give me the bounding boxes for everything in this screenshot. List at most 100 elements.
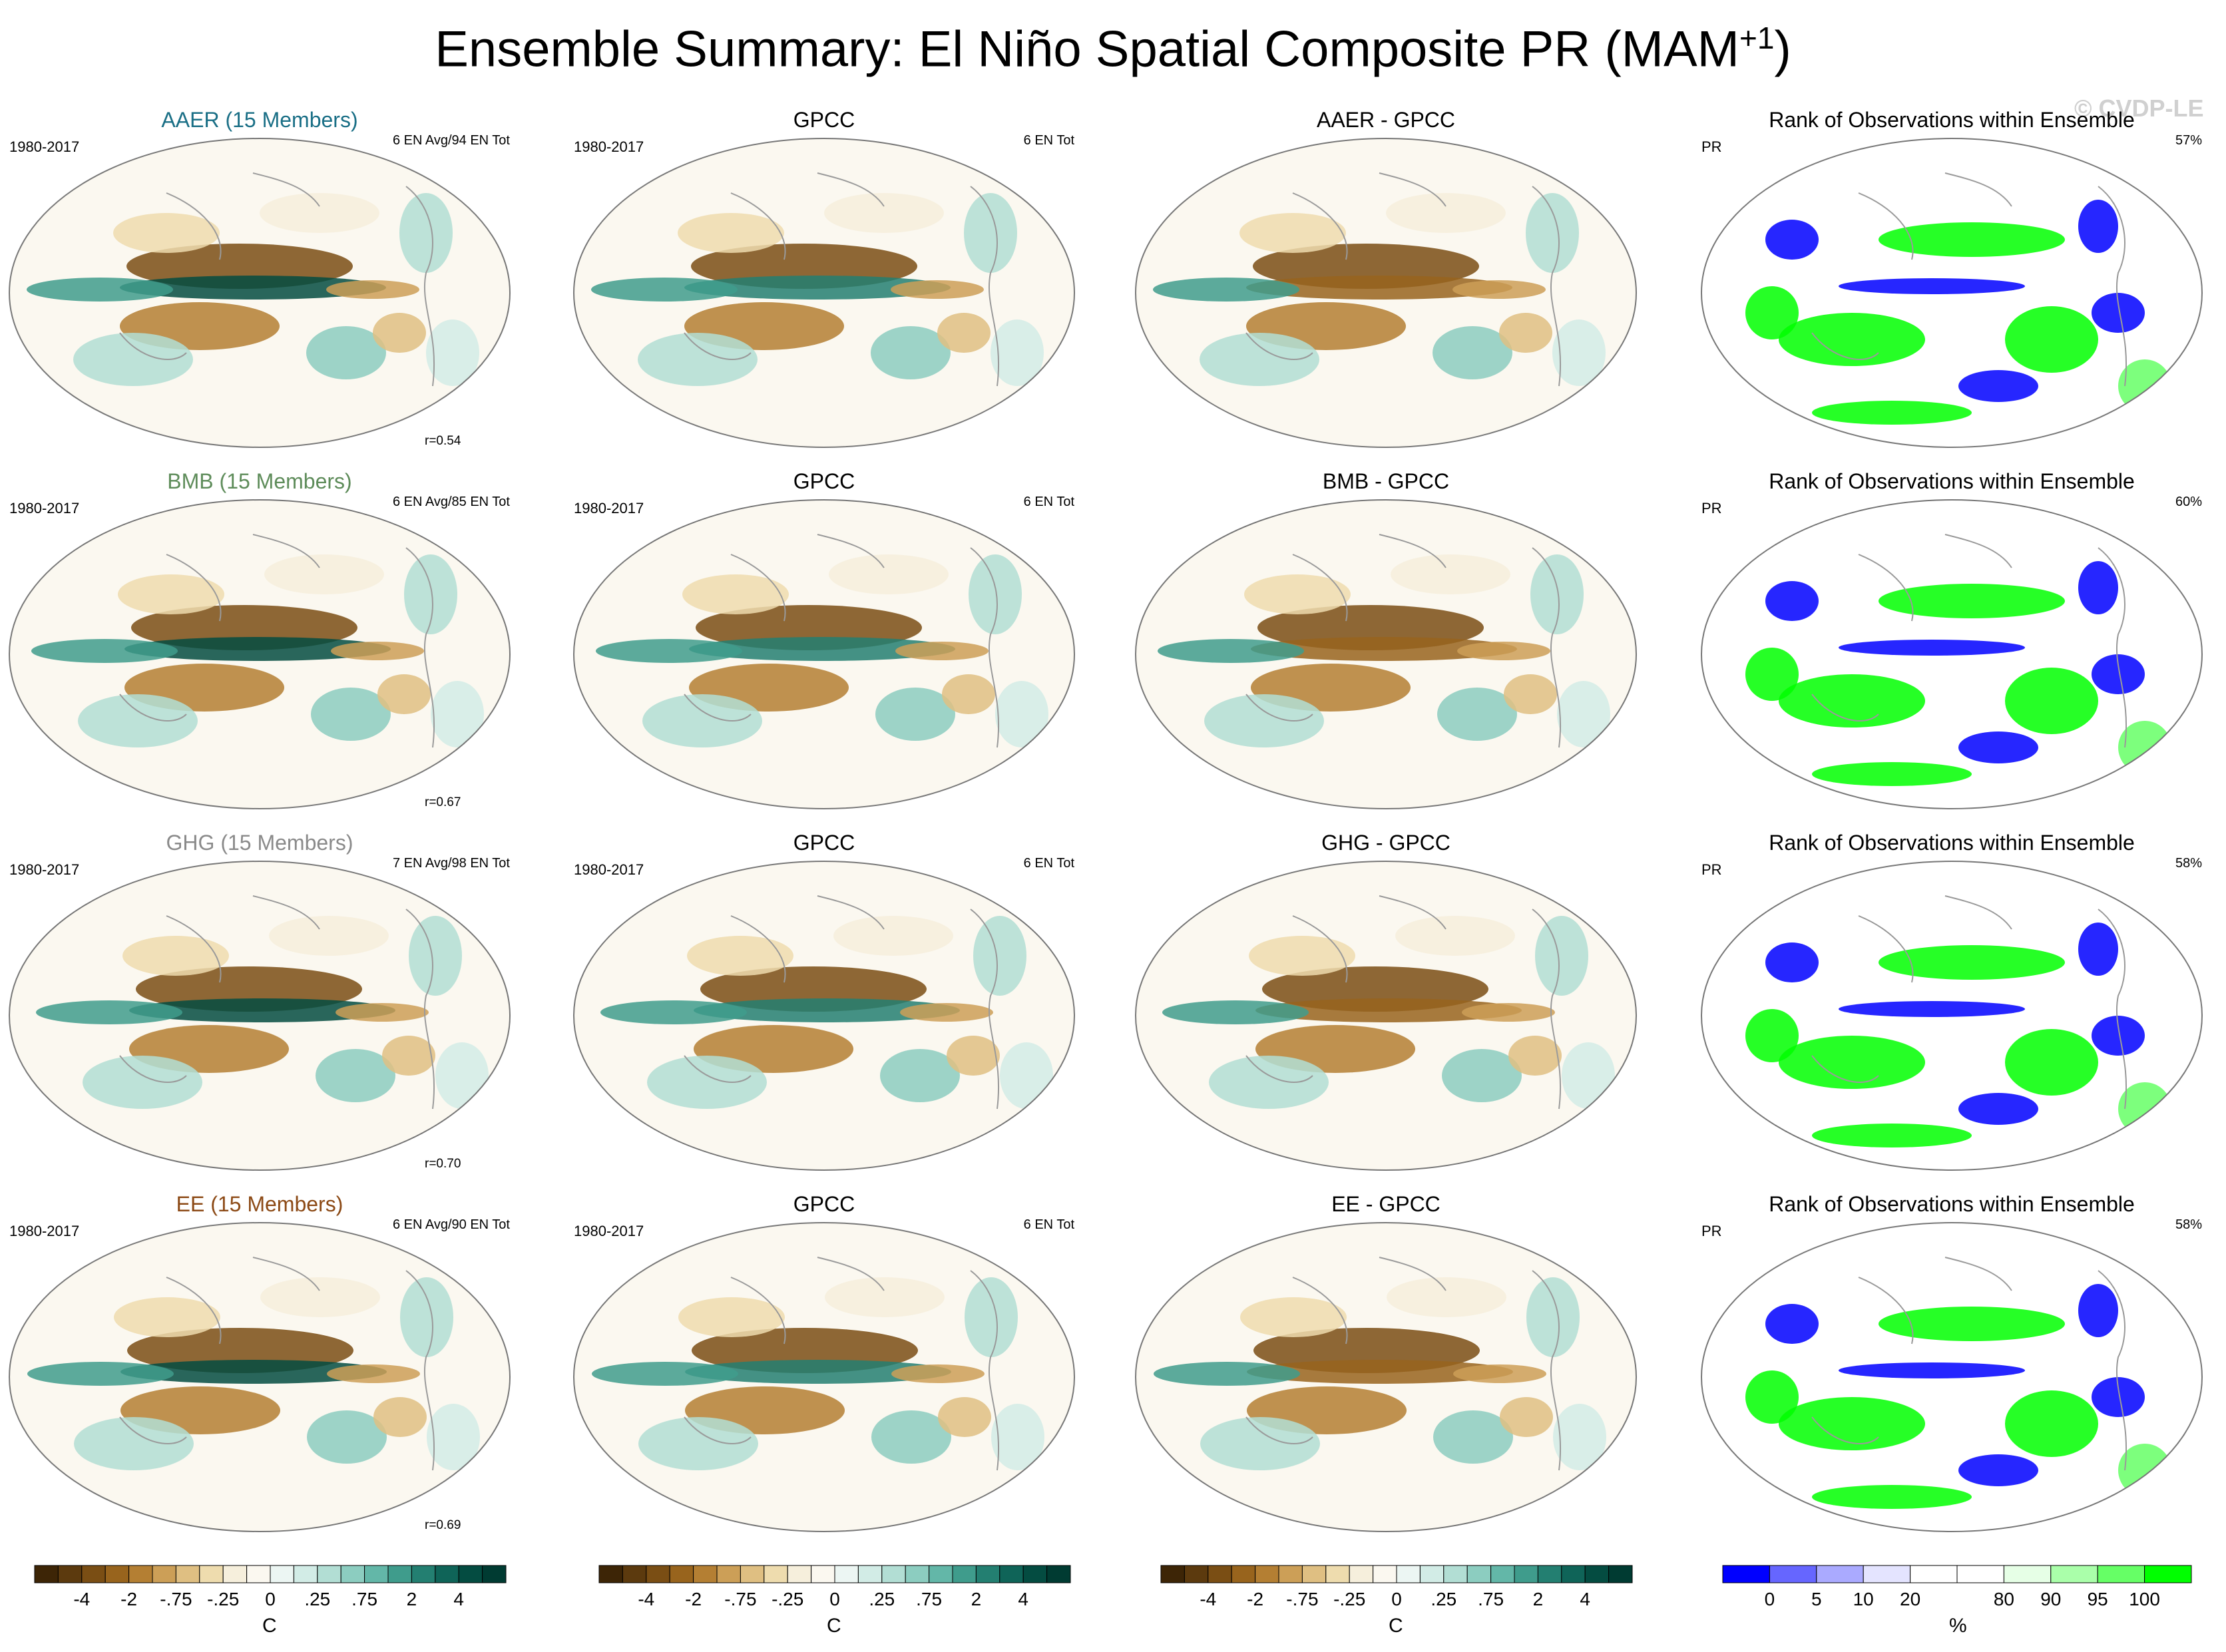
map-field-blob bbox=[685, 1360, 951, 1384]
panel-title: BMB - GPCC bbox=[1322, 469, 1450, 493]
colorbar-swatch bbox=[1956, 1565, 2004, 1583]
map-field-blob bbox=[1437, 688, 1517, 741]
colorbar-tick-label: 100 bbox=[2129, 1589, 2160, 1609]
colorbar-tick-label: 2 bbox=[407, 1589, 417, 1609]
map-field-blob bbox=[307, 1410, 387, 1464]
map-field-blob bbox=[306, 326, 386, 379]
map-panel-rank: Rank of Observations within Ensemble PR 57… bbox=[1692, 106, 2211, 453]
coastline bbox=[119, 172, 435, 387]
map-field-blob bbox=[83, 1056, 202, 1109]
colorbar-tick-label: 90 bbox=[2040, 1589, 2061, 1609]
map-border bbox=[9, 138, 511, 448]
map-field-blob bbox=[404, 554, 457, 634]
map-field-blob bbox=[973, 916, 1026, 996]
colorbar-swatch bbox=[1022, 1565, 1048, 1583]
map-field-blob bbox=[2092, 654, 2145, 694]
period-label: 1980-2017 bbox=[574, 1223, 644, 1239]
map-field-blob bbox=[829, 554, 949, 594]
map-field-blob bbox=[1812, 1485, 1972, 1509]
composite-map bbox=[9, 138, 511, 448]
map-field-blob bbox=[2092, 1377, 2145, 1417]
map-field-blob bbox=[1499, 313, 1552, 353]
map-field-blob bbox=[1765, 942, 1819, 982]
colorbar-swatch bbox=[1816, 1565, 1864, 1583]
map-field-blob bbox=[316, 1049, 395, 1102]
colorbar-swatch bbox=[857, 1565, 883, 1583]
map-border bbox=[573, 499, 1075, 809]
map-field-blob bbox=[1395, 916, 1515, 956]
map-field-blob bbox=[427, 1404, 480, 1470]
map-field-blob bbox=[895, 642, 989, 660]
colorbar-swatch bbox=[1608, 1565, 1633, 1583]
map-panel-rank: Rank of Observations within Ensemble PR 58… bbox=[1692, 829, 2211, 1175]
map-field-blob bbox=[1200, 333, 1319, 386]
map-field-blob bbox=[129, 998, 395, 1022]
map-border bbox=[9, 1222, 511, 1532]
event-count-label: 7 EN Avg/98 EN Tot bbox=[392, 856, 510, 871]
main-title-superscript: +1 bbox=[1739, 21, 1775, 55]
period-label: 1980-2017 bbox=[9, 861, 80, 878]
colorbar-swatch bbox=[199, 1565, 224, 1583]
map-field-blob bbox=[73, 333, 193, 386]
colorbar-tick-label: 2 bbox=[1533, 1589, 1544, 1609]
map-field-blob bbox=[1530, 554, 1584, 634]
map-field-blob bbox=[592, 1362, 738, 1386]
colorbar-swatch bbox=[669, 1565, 694, 1583]
colorbar-tick-label: .75 bbox=[1478, 1589, 1504, 1609]
colorbar-swatch bbox=[246, 1565, 271, 1583]
coastline bbox=[684, 895, 1000, 1110]
colorbar-swatch bbox=[152, 1565, 176, 1583]
map-field-blob bbox=[124, 637, 391, 661]
map-field-blob bbox=[871, 1410, 951, 1464]
map-border bbox=[1135, 499, 1637, 809]
coastline bbox=[119, 534, 435, 748]
panel-title: GPCC bbox=[793, 1192, 855, 1216]
map-field-blob bbox=[1552, 319, 1606, 386]
map-field-blob bbox=[900, 1003, 993, 1022]
colorbar-swatch bbox=[1231, 1565, 1256, 1583]
map-field-blob bbox=[2092, 293, 2145, 333]
period-label: 1980-2017 bbox=[9, 500, 80, 516]
map-border bbox=[1701, 499, 2203, 809]
colorbar-tick-label: 0 bbox=[1765, 1589, 1775, 1609]
colorbar-swatch bbox=[482, 1565, 507, 1583]
map-field-blob bbox=[1200, 1417, 1320, 1470]
colorbar-swatch bbox=[293, 1565, 318, 1583]
map-field-blob bbox=[965, 1277, 1018, 1357]
map-field-blob bbox=[638, 333, 758, 386]
map-field-blob bbox=[269, 916, 389, 956]
map-field-blob bbox=[995, 681, 1048, 747]
map-field-blob bbox=[1812, 1124, 1972, 1147]
map-field-blob bbox=[1839, 640, 2025, 656]
map-field-blob bbox=[400, 1277, 453, 1357]
panel-title: Rank of Observations within Ensemble bbox=[1769, 1192, 2135, 1216]
colorbar-swatch bbox=[1490, 1565, 1515, 1583]
colorbar-swatch bbox=[317, 1565, 341, 1583]
map-field-blob bbox=[1839, 278, 2025, 294]
colorbar-swatch bbox=[1278, 1565, 1303, 1583]
colorbar-swatch bbox=[105, 1565, 130, 1583]
colorbar-swatch bbox=[929, 1565, 953, 1583]
map-field-blob bbox=[426, 319, 479, 386]
colorbar-tick-label: -.25 bbox=[1333, 1589, 1365, 1609]
map-field-blob bbox=[326, 280, 419, 299]
colorbar-swatch bbox=[1443, 1565, 1468, 1583]
map-field-blob bbox=[1958, 731, 2038, 763]
colorbar-tick-label: -4 bbox=[1200, 1589, 1216, 1609]
map-field-blob bbox=[1812, 401, 1972, 425]
event-count-label: 6 EN Tot bbox=[1023, 133, 1074, 148]
map-field-blob bbox=[694, 998, 960, 1022]
colorbar-tick-label: 4 bbox=[453, 1589, 464, 1609]
coastline bbox=[119, 1257, 435, 1471]
colorbar-swatch bbox=[1537, 1565, 1562, 1583]
colorbar-swatch bbox=[1373, 1565, 1397, 1583]
colorbar-tick-label: 0 bbox=[829, 1589, 840, 1609]
colorbar-tick-label: 4 bbox=[1580, 1589, 1590, 1609]
coastline bbox=[1811, 172, 2127, 387]
colorbar-swatch bbox=[340, 1565, 365, 1583]
colorbar-swatch bbox=[57, 1565, 83, 1583]
colorbar-swatch bbox=[975, 1565, 1001, 1583]
event-count-label: 6 EN Tot bbox=[1023, 495, 1074, 509]
colorbar-swatch bbox=[270, 1565, 294, 1583]
colorbar-tick-label: -.75 bbox=[1286, 1589, 1318, 1609]
